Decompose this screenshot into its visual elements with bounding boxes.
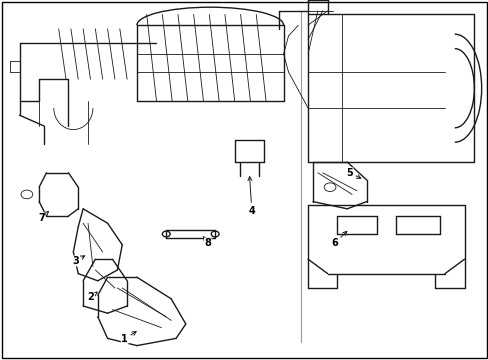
Text: 4: 4 [247, 177, 255, 216]
Text: 7: 7 [38, 211, 48, 223]
Text: 2: 2 [87, 292, 97, 302]
Text: 5: 5 [346, 168, 360, 178]
Text: 8: 8 [203, 237, 211, 248]
Text: 6: 6 [331, 231, 346, 248]
Text: 1: 1 [121, 332, 136, 344]
Text: 3: 3 [72, 256, 84, 266]
